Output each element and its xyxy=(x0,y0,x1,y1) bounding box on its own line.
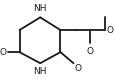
Text: O: O xyxy=(0,48,7,57)
Text: O: O xyxy=(105,26,112,35)
Text: O: O xyxy=(74,64,81,73)
Text: NH: NH xyxy=(33,4,47,13)
Text: NH: NH xyxy=(33,67,47,76)
Text: O: O xyxy=(86,47,93,56)
